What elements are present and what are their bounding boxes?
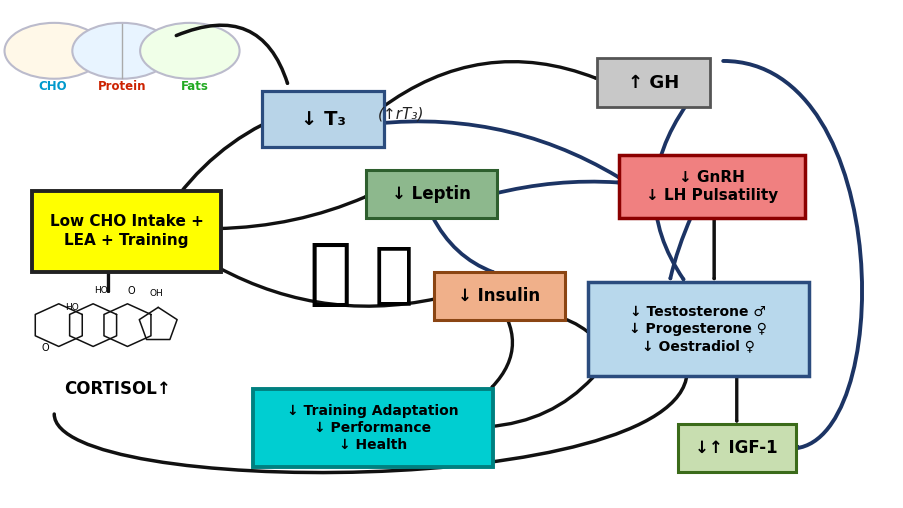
Text: HO: HO bbox=[94, 286, 108, 295]
FancyBboxPatch shape bbox=[433, 272, 564, 320]
Text: ↓ Testosterone ♂
↓ Progesterone ♀
↓ Oestradiol ♀: ↓ Testosterone ♂ ↓ Progesterone ♀ ↓ Oest… bbox=[628, 305, 767, 353]
Text: ↓ GnRH
↓ LH Pulsatility: ↓ GnRH ↓ LH Pulsatility bbox=[645, 170, 777, 204]
FancyArrowPatch shape bbox=[379, 61, 595, 109]
Text: ↓ Training Adaptation
↓ Performance
↓ Health: ↓ Training Adaptation ↓ Performance ↓ He… bbox=[287, 404, 458, 452]
Circle shape bbox=[140, 23, 239, 79]
FancyBboxPatch shape bbox=[677, 424, 795, 472]
FancyBboxPatch shape bbox=[253, 389, 492, 467]
FancyArrowPatch shape bbox=[655, 104, 686, 279]
FancyArrowPatch shape bbox=[432, 216, 492, 272]
Circle shape bbox=[5, 23, 104, 79]
Circle shape bbox=[72, 23, 172, 79]
FancyBboxPatch shape bbox=[619, 155, 804, 218]
FancyBboxPatch shape bbox=[587, 282, 808, 376]
Text: Low CHO Intake +
LEA + Training: Low CHO Intake + LEA + Training bbox=[50, 214, 203, 248]
FancyArrowPatch shape bbox=[492, 181, 617, 194]
Text: (↑rT₃): (↑rT₃) bbox=[377, 107, 424, 122]
Text: CORTISOL↑: CORTISOL↑ bbox=[64, 379, 171, 398]
FancyArrowPatch shape bbox=[670, 216, 691, 278]
Text: Protein: Protein bbox=[98, 80, 146, 93]
Text: 🏃: 🏃 bbox=[373, 241, 413, 307]
FancyBboxPatch shape bbox=[366, 170, 497, 218]
Text: CHO: CHO bbox=[38, 80, 67, 93]
FancyArrowPatch shape bbox=[488, 377, 592, 427]
FancyArrowPatch shape bbox=[491, 296, 512, 387]
Text: 🏃: 🏃 bbox=[308, 240, 351, 309]
FancyBboxPatch shape bbox=[32, 190, 221, 272]
FancyArrowPatch shape bbox=[167, 117, 279, 211]
Text: ↓ T₃: ↓ T₃ bbox=[301, 110, 345, 129]
Text: ↓↑ IGF-1: ↓↑ IGF-1 bbox=[694, 439, 777, 457]
FancyArrowPatch shape bbox=[203, 259, 437, 306]
Text: O: O bbox=[127, 285, 135, 296]
Text: OH: OH bbox=[149, 289, 163, 298]
FancyBboxPatch shape bbox=[596, 58, 709, 107]
Text: HO: HO bbox=[65, 303, 79, 312]
FancyArrowPatch shape bbox=[217, 197, 365, 229]
FancyBboxPatch shape bbox=[262, 91, 384, 147]
FancyArrowPatch shape bbox=[176, 25, 287, 83]
FancyArrowPatch shape bbox=[357, 121, 618, 177]
Text: ↓ Insulin: ↓ Insulin bbox=[458, 287, 540, 305]
Text: Fats: Fats bbox=[181, 80, 208, 93]
Text: ↓ Leptin: ↓ Leptin bbox=[392, 185, 470, 203]
FancyArrowPatch shape bbox=[515, 314, 587, 332]
Text: O: O bbox=[42, 343, 49, 353]
Text: ↑ GH: ↑ GH bbox=[627, 74, 678, 91]
